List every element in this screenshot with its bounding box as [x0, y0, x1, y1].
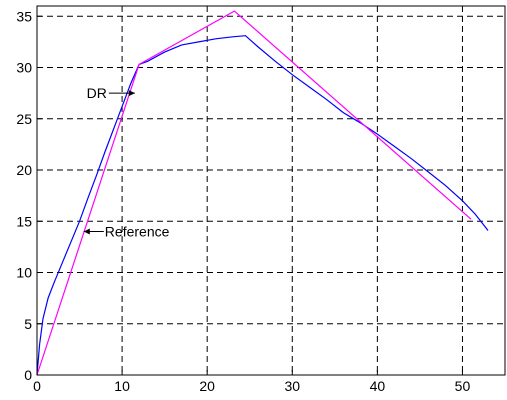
annotation-layer: DR Reference	[83, 85, 170, 240]
annotation-2: Reference	[83, 224, 170, 240]
annotation-label: DR	[87, 85, 107, 101]
y-tick-label: 35	[16, 8, 32, 24]
y-tick-label: 15	[16, 213, 32, 229]
y-tick-label: 0	[24, 367, 32, 383]
x-tick-label: 0	[33, 378, 41, 394]
y-tick-label: 10	[16, 265, 32, 281]
series-line-2	[36, 10, 472, 376]
annotation-1: DR	[87, 85, 135, 101]
x-tick-label: 20	[199, 378, 215, 394]
y-tick-label: 30	[16, 60, 32, 76]
grid-layer	[37, 6, 505, 375]
ticks-layer: 0 10 20 30 40 50 0 5 10 15 20 25 30 35	[16, 8, 470, 394]
x-tick-label: 30	[284, 378, 300, 394]
x-tick-label: 10	[114, 378, 130, 394]
annotation-arrowhead	[83, 228, 90, 235]
annotation-arrowhead	[128, 90, 135, 97]
x-tick-label: 40	[370, 378, 386, 394]
x-tick-label: 50	[455, 378, 471, 394]
series-layer	[36, 10, 489, 376]
y-tick-label: 20	[16, 162, 32, 178]
series-line-1	[36, 35, 489, 376]
y-tick-label: 25	[16, 111, 32, 127]
y-tick-label: 5	[24, 316, 32, 332]
annotation-label: Reference	[105, 224, 170, 240]
plot-frame	[36, 5, 506, 376]
